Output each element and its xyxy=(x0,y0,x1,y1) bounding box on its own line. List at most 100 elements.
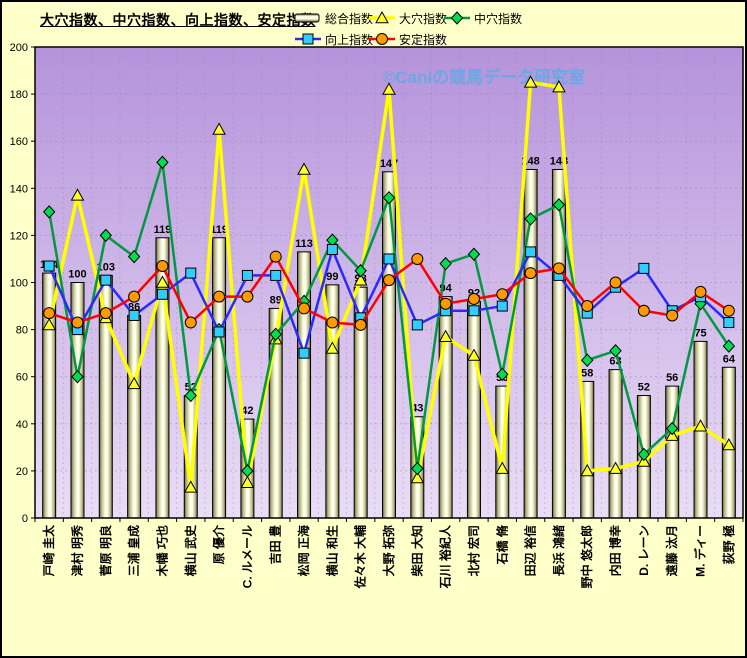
triangle-marker xyxy=(721,437,736,451)
triangle-marker xyxy=(410,470,425,484)
triangle-marker xyxy=(212,122,226,135)
legend-bar-swatch xyxy=(294,13,320,23)
x-category-label: 横山 和生 xyxy=(324,525,339,576)
chart-title: 大穴指数、中穴指数、向上指数、安定指数 xyxy=(40,12,316,28)
triangle-marker xyxy=(693,419,708,432)
watermark: ©Caniの競馬データ研究室 xyxy=(383,67,585,87)
square-marker xyxy=(270,269,282,281)
circle-marker xyxy=(496,288,509,301)
circle-marker xyxy=(376,33,388,45)
series-triangle xyxy=(42,75,736,493)
circle-marker xyxy=(184,316,197,329)
x-category-label: 大野 拓弥 xyxy=(381,525,396,576)
bar xyxy=(127,314,142,519)
x-category-label: M. ディー xyxy=(693,525,708,577)
series-circle xyxy=(43,250,735,331)
legend-item-4: 向上指数 xyxy=(294,31,373,47)
legend-swatch xyxy=(444,11,470,25)
triangle-marker xyxy=(325,341,340,354)
x-category-label: 吉田 豊 xyxy=(268,525,283,564)
y-tick-label: 60 xyxy=(16,372,28,384)
x-category-label: 石橋 脩 xyxy=(494,524,509,565)
diamond-marker xyxy=(722,339,736,353)
legend-label: 大穴指数 xyxy=(399,11,448,26)
bar-value-label: 119 xyxy=(210,224,228,236)
square-marker xyxy=(241,269,253,281)
square-marker xyxy=(411,319,423,331)
triangle-marker xyxy=(523,75,538,88)
triangle-marker xyxy=(127,376,141,390)
diamond-marker xyxy=(354,263,367,278)
bar-value-label: 43 xyxy=(411,403,423,415)
circle-marker xyxy=(128,290,141,303)
y-tick-label: 120 xyxy=(10,230,28,242)
x-category-label: 荻野 極 xyxy=(721,525,736,564)
diamond-marker xyxy=(127,249,141,264)
circle-marker xyxy=(722,304,735,317)
square-marker xyxy=(468,305,480,317)
square-marker xyxy=(496,300,508,312)
x-category-label: 長浜 鴻緒 xyxy=(551,525,566,576)
x-category-label: 菅原 明良 xyxy=(98,525,113,576)
circle-marker xyxy=(524,267,537,280)
diamond-marker xyxy=(496,367,509,382)
circle-marker xyxy=(269,250,282,263)
legend-label: 安定指数 xyxy=(399,32,448,47)
square-marker xyxy=(302,33,314,45)
diamond-marker xyxy=(581,353,594,367)
circle-marker xyxy=(694,285,707,298)
bar-value-label: 42 xyxy=(241,405,253,417)
bar-value-label: 89 xyxy=(270,294,282,306)
bar xyxy=(608,369,623,519)
x-category-label: 戸崎 圭太 xyxy=(41,524,56,576)
diamond-marker xyxy=(241,464,254,478)
y-tick-label: 0 xyxy=(22,513,28,525)
diamond-marker xyxy=(609,344,622,358)
square-marker xyxy=(43,260,55,272)
square-marker xyxy=(128,309,140,321)
triangle-marker xyxy=(552,80,566,93)
circle-marker xyxy=(156,260,169,273)
y-tick-label: 100 xyxy=(10,278,28,290)
triangle-marker xyxy=(183,480,198,493)
x-category-label: 三浦 皇成 xyxy=(126,525,141,576)
bar-value-label: 99 xyxy=(326,271,338,283)
circle-marker xyxy=(241,290,254,303)
series-diamond xyxy=(42,155,736,478)
triangle-marker xyxy=(375,11,389,24)
triangle-marker xyxy=(495,461,510,474)
triangle-marker xyxy=(467,348,481,361)
bar xyxy=(466,300,481,519)
diamond-marker xyxy=(552,198,566,212)
triangle-marker xyxy=(42,317,57,331)
diamond-marker xyxy=(637,447,651,462)
y-tick-label: 140 xyxy=(10,183,28,195)
legend-item-2: 大穴指数 xyxy=(368,10,447,26)
circle-marker xyxy=(609,276,622,289)
x-category-label: 松岡 正海 xyxy=(296,525,311,576)
circle-marker xyxy=(71,316,84,329)
square-marker xyxy=(100,274,112,286)
circle-marker xyxy=(581,300,594,313)
y-tick-label: 200 xyxy=(10,42,28,54)
x-category-label: C. ルメール xyxy=(240,525,254,588)
diamond-marker xyxy=(71,369,84,384)
triangle-marker xyxy=(580,463,595,477)
circle-marker xyxy=(666,309,679,322)
x-category-label: D. レーン xyxy=(637,525,651,576)
legend-item-3: 中穴指数 xyxy=(443,10,522,26)
square-marker xyxy=(525,246,537,258)
circle-marker xyxy=(354,318,367,331)
x-category-label: 田辺 裕信 xyxy=(523,525,538,576)
x-category-label: 木幡 巧也 xyxy=(154,525,169,577)
bar xyxy=(382,171,396,519)
circle-marker xyxy=(43,307,56,320)
bar-value-label: 56 xyxy=(666,372,678,384)
x-category-label: 遠藤 汰月 xyxy=(664,525,679,576)
bar-value-label: 100 xyxy=(68,269,86,281)
triangle-marker xyxy=(382,82,396,95)
legend-label: 総合指数 xyxy=(325,11,374,26)
legend-swatch xyxy=(294,13,320,23)
